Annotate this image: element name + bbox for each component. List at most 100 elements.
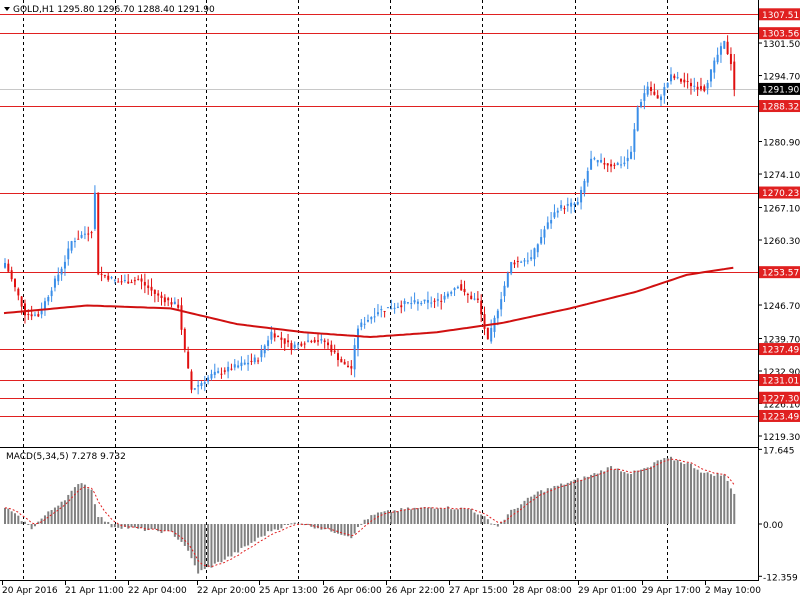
candle-body xyxy=(290,343,293,350)
time-tick-label: 20 Apr 2016 xyxy=(2,586,58,596)
candle xyxy=(570,198,573,214)
candle xyxy=(360,319,363,331)
macd-bar xyxy=(370,515,373,524)
candle xyxy=(187,346,190,369)
macd-bar xyxy=(590,474,593,524)
candle xyxy=(560,200,563,211)
macd-bar xyxy=(87,488,90,524)
candle-body xyxy=(543,229,546,238)
candle-body xyxy=(380,309,383,311)
candle xyxy=(327,338,330,350)
candle xyxy=(300,341,303,347)
candle-body xyxy=(340,359,343,363)
candle xyxy=(640,98,643,109)
candle-body xyxy=(70,241,73,251)
macd-bar xyxy=(327,524,330,529)
candle xyxy=(586,167,589,187)
macd-bar xyxy=(500,522,503,524)
candle xyxy=(553,204,556,219)
candle-body xyxy=(310,341,313,343)
macd-bar xyxy=(17,515,20,524)
time-tick-label: 28 Apr 08:00 xyxy=(513,586,572,596)
macd-bar xyxy=(443,509,446,524)
candle xyxy=(466,292,469,303)
candle-body xyxy=(376,312,379,315)
macd-bar xyxy=(546,488,549,524)
candle-body xyxy=(363,323,366,325)
candle xyxy=(310,339,313,344)
macd-tick-label: 17.645 xyxy=(763,446,795,456)
candle-body xyxy=(476,298,479,300)
candle xyxy=(516,256,519,268)
candle-body xyxy=(596,160,599,163)
candle-body xyxy=(530,257,533,260)
symbol-info-label: GOLD,H1 1295.80 1296.70 1288.40 1291.90 xyxy=(13,5,215,15)
candle xyxy=(263,344,266,358)
candle-body xyxy=(97,192,100,275)
candle xyxy=(723,40,726,50)
macd-bar xyxy=(510,509,513,524)
macd-bar xyxy=(310,524,313,527)
macd-bar xyxy=(586,476,589,524)
macd-bar xyxy=(650,466,653,524)
macd-bar xyxy=(413,507,416,524)
level-tag: 1307.51 xyxy=(759,8,800,21)
candle xyxy=(626,149,629,170)
candle-body xyxy=(353,345,356,370)
macd-bar xyxy=(127,524,130,529)
macd-bar xyxy=(566,482,569,524)
candle xyxy=(280,331,283,349)
macd-bar xyxy=(223,524,226,560)
time-tick-label: 27 Apr 15:00 xyxy=(449,586,508,596)
macd-bar xyxy=(430,507,433,524)
macd-bar xyxy=(27,524,30,525)
candle-body xyxy=(696,86,699,90)
candle xyxy=(203,375,206,392)
candle xyxy=(140,274,143,290)
candle-body xyxy=(679,78,682,82)
macd-bar xyxy=(320,524,323,530)
macd-bar xyxy=(270,524,273,532)
macd-bar xyxy=(20,521,23,524)
macd-bar xyxy=(550,488,553,524)
macd-bar xyxy=(540,490,543,524)
candle-body xyxy=(203,382,206,384)
candle xyxy=(593,156,596,161)
time-tick-label: 22 Apr 20:00 xyxy=(197,586,256,596)
candle xyxy=(63,255,66,276)
candle-body xyxy=(370,317,373,320)
candle xyxy=(257,357,260,365)
macd-bar xyxy=(610,466,613,524)
candle xyxy=(237,360,240,369)
candle-body xyxy=(153,289,156,294)
candle xyxy=(556,207,559,218)
macd-bar xyxy=(346,524,349,537)
candle-body xyxy=(113,279,116,281)
macd-bar xyxy=(593,473,596,524)
macd-bar xyxy=(37,521,40,524)
macd-bar xyxy=(340,524,343,535)
macd-bar xyxy=(147,524,150,531)
macd-bar xyxy=(396,511,399,524)
candle-body xyxy=(40,310,43,315)
candle-body xyxy=(400,305,403,308)
candle-body xyxy=(197,385,200,387)
macd-bar xyxy=(177,524,180,540)
candle xyxy=(699,77,702,92)
candle-body xyxy=(556,210,559,213)
candle xyxy=(456,285,459,289)
candle-body xyxy=(193,388,196,390)
candle xyxy=(650,81,653,96)
candle-body xyxy=(297,343,300,345)
candle xyxy=(453,287,456,296)
candle-body xyxy=(703,86,706,91)
macd-bar xyxy=(273,524,276,530)
macd-bar xyxy=(120,524,123,529)
symbol-info[interactable]: GOLD,H1 1295.80 1296.70 1288.40 1291.90 xyxy=(4,5,215,15)
candle-body xyxy=(430,302,433,304)
macd-bar xyxy=(227,524,230,557)
candle-body xyxy=(137,278,140,280)
candle-body xyxy=(676,77,679,79)
